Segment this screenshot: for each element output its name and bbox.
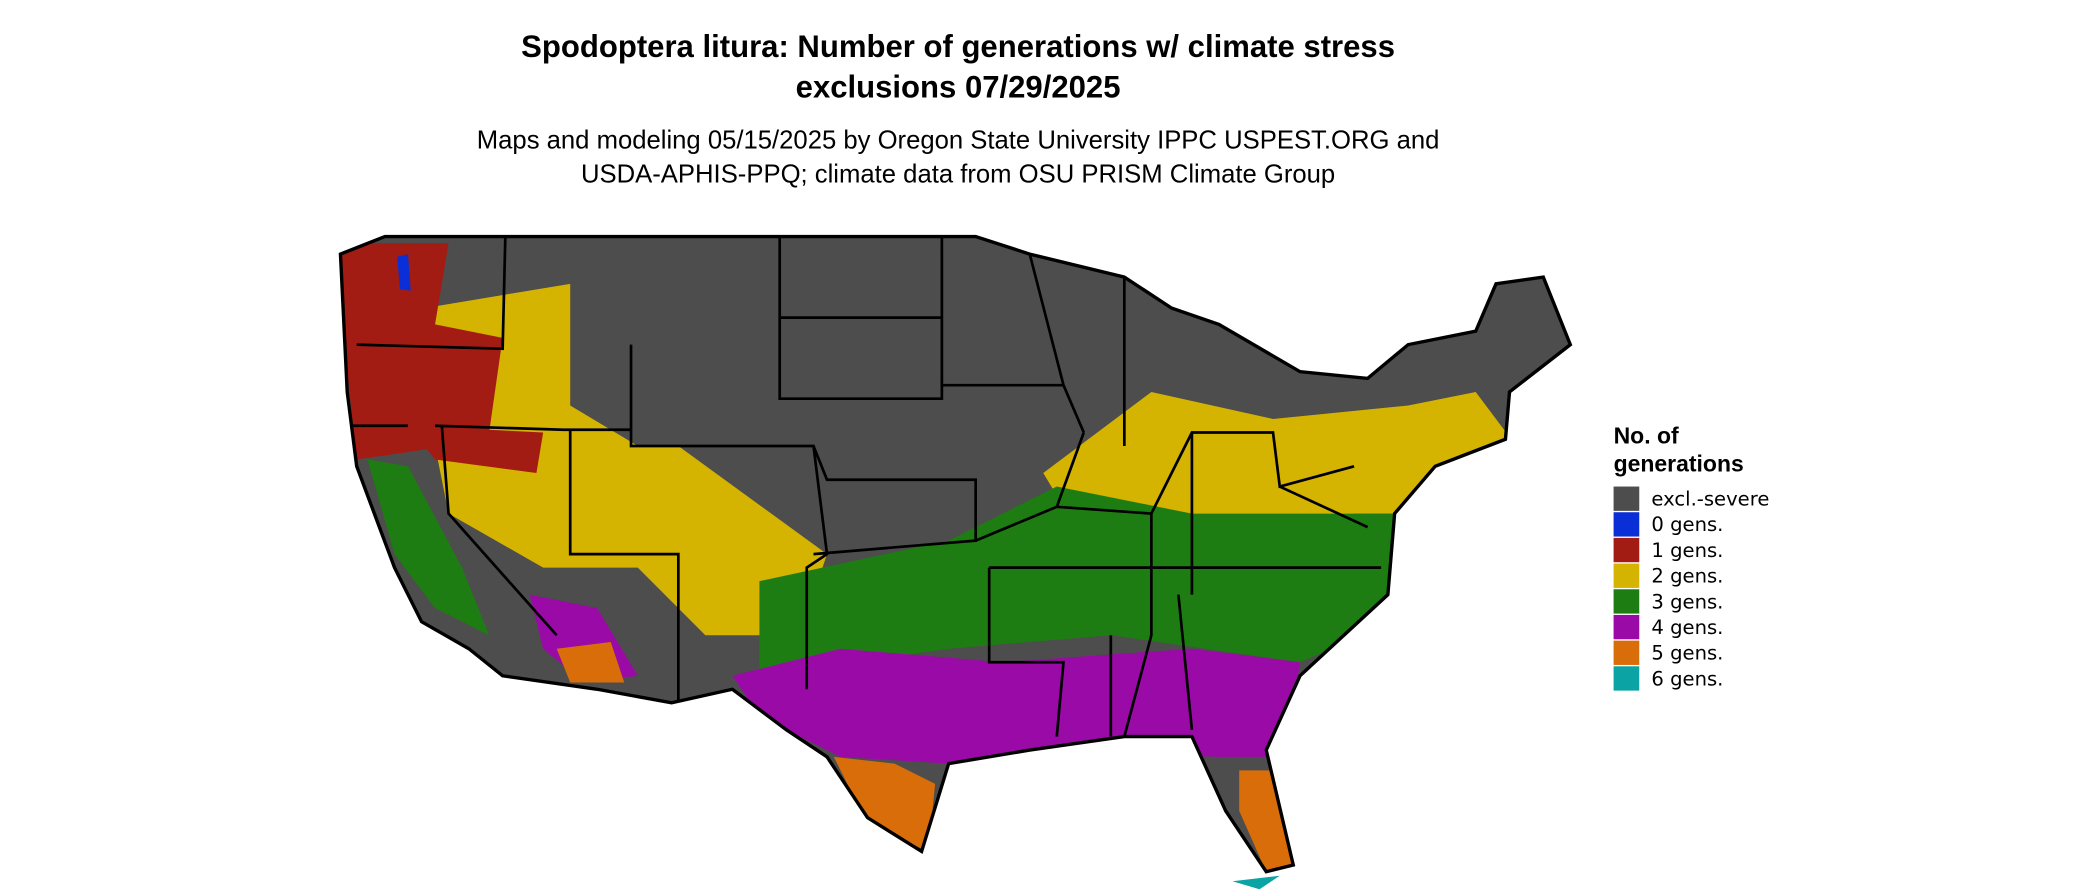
legend-swatch <box>1613 486 1640 511</box>
legend-swatch <box>1613 512 1640 537</box>
legend-title: No. of <box>1614 422 1679 448</box>
subtitle-line: USDA-APHIS-PPQ; climate data from OSU PR… <box>581 160 1335 188</box>
map <box>340 236 1571 872</box>
legend-swatch <box>1613 537 1640 563</box>
legend-swatch <box>1613 589 1640 614</box>
legend-label: 5 gens. <box>1651 642 1723 665</box>
country-outline <box>338 234 1573 874</box>
legend-swatch <box>1613 640 1640 665</box>
legend-swatch <box>1613 614 1640 640</box>
legend-label: 4 gens. <box>1651 616 1723 639</box>
title-line: exclusions 07/29/2025 <box>796 69 1121 104</box>
region-5-gens <box>833 756 936 852</box>
legend-label: 3 gens. <box>1651 590 1723 613</box>
region-6-gens <box>1232 875 1280 890</box>
region-1-gens <box>340 243 503 460</box>
state-borders <box>347 236 1382 737</box>
legend-swatch <box>1613 563 1640 588</box>
legend-label: 2 gens. <box>1651 565 1723 588</box>
region-3-gens <box>759 486 1395 676</box>
subtitle-line: Maps and modeling 05/15/2025 by Oregon S… <box>477 127 1440 155</box>
legend-label: excl.-severe <box>1651 488 1769 511</box>
legend-swatch <box>1613 666 1640 691</box>
legend-label: 1 gens. <box>1651 539 1723 562</box>
region-0-gens <box>397 254 411 291</box>
legend-label: 0 gens. <box>1651 513 1723 536</box>
legend-title: generations <box>1614 451 1744 477</box>
region-3-gens <box>367 459 490 636</box>
region-5-gens <box>556 641 625 683</box>
legend-label: 6 gens. <box>1651 667 1723 690</box>
region-5-gens <box>1239 770 1294 872</box>
title-line: Spodoptera litura: Number of generations… <box>521 29 1395 64</box>
